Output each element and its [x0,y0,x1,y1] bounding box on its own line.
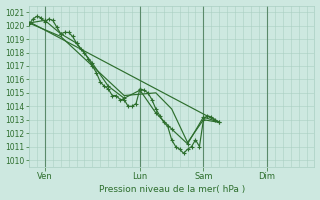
X-axis label: Pression niveau de la mer( hPa ): Pression niveau de la mer( hPa ) [99,185,245,194]
